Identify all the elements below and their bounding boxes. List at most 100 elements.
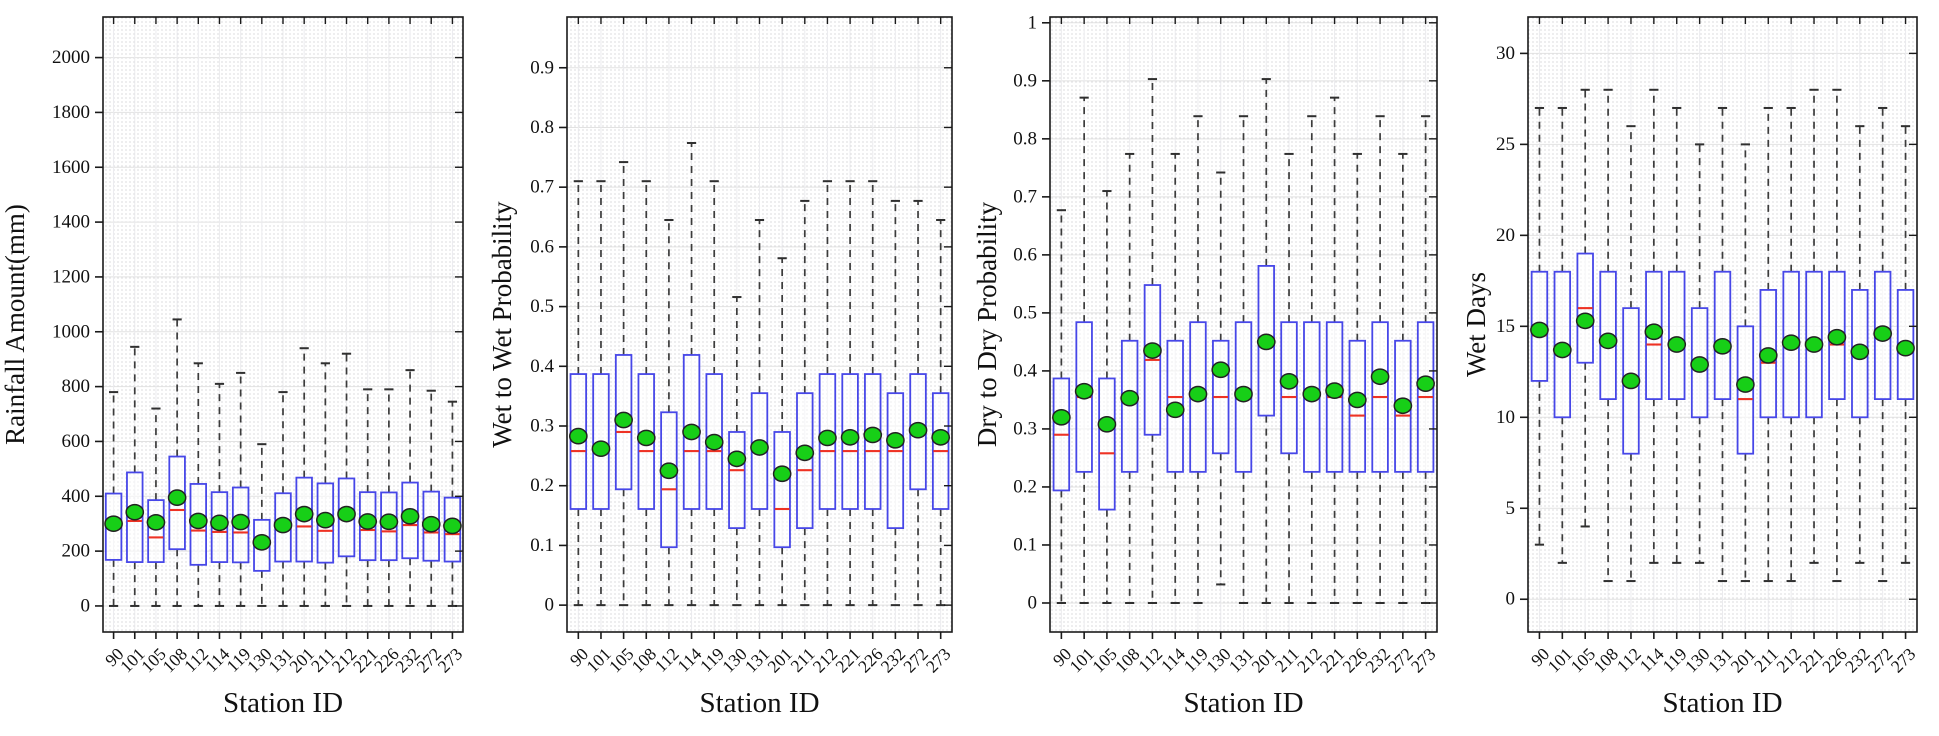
panel-rainfall-amount: 0 200 400 600 800 1000 1200 1400 1600 1800 2000 90 1…: [0, 0, 485, 736]
station-box-130: [252, 443, 272, 607]
iqr-box: [660, 411, 678, 549]
y-axis: 0 0.1 0.2 0.3 0.4 0.5 0.6 0.7 0.8 0.9: [530, 57, 952, 616]
y-tick-label: 0.7: [1013, 186, 1037, 207]
panel-dry-to-dry-probability: 0 0.1 0.2 0.3 0.4 0.5 0.6 0.7 0.8 0.9 1 90 101 105 108…: [970, 0, 1455, 736]
station-box-105: [1575, 88, 1595, 528]
station-box-108: [1120, 152, 1140, 604]
station-box-273: [931, 219, 951, 607]
mean-marker: [1234, 385, 1253, 403]
mean-marker: [400, 507, 420, 525]
mean-marker: [210, 514, 229, 532]
station-box-130: [1211, 171, 1231, 586]
station-box-226: [863, 180, 883, 607]
y-tick-label: 0.5: [1013, 302, 1037, 323]
mean-marker: [1736, 376, 1755, 393]
mean-marker: [1873, 325, 1893, 342]
iqr-box: [773, 431, 791, 549]
iqr-box: [1713, 270, 1732, 401]
x-axis-title: Station ID: [1183, 687, 1303, 719]
y-tick-label: 0.1: [1013, 534, 1037, 555]
iqr-box: [1668, 270, 1686, 401]
mean-marker: [1120, 389, 1140, 407]
iqr-box: [147, 499, 165, 563]
mean-marker: [421, 515, 441, 533]
mean-marker: [1188, 385, 1208, 403]
y-tick-label: 25: [1496, 134, 1515, 155]
box-series: [1052, 78, 1435, 604]
mean-marker: [636, 429, 656, 447]
mean-marker: [273, 516, 293, 534]
y-axis-title: Wet Days: [1461, 272, 1491, 377]
station-box-101: [1552, 106, 1572, 564]
x-tick-label-273: 273: [922, 644, 955, 677]
y-tick-label: 10: [1496, 407, 1515, 428]
station-box-108: [636, 180, 656, 607]
mean-marker: [908, 421, 928, 439]
mean-marker: [316, 511, 335, 529]
station-box-90: [1052, 209, 1071, 604]
mean-marker: [659, 462, 679, 480]
y-tick-label: 0.6: [1013, 244, 1037, 265]
boxplot-svg-4: 0510152025309010110510811211411913013120…: [1461, 16, 1920, 719]
mean-marker: [1621, 372, 1641, 390]
x-axis-title: Station ID: [223, 687, 343, 719]
station-box-130: [727, 296, 747, 607]
mean-marker: [1804, 336, 1824, 353]
station-box-272: [908, 199, 928, 607]
mean-marker: [188, 512, 208, 530]
y-tick-label: 1400: [52, 212, 90, 233]
mean-marker: [863, 426, 883, 444]
station-box-226: [1827, 88, 1847, 583]
mean-marker: [1074, 382, 1094, 400]
station-box-232: [886, 199, 905, 607]
boxplot-svg-1: 0200400600800100012001400160018002000901…: [0, 16, 466, 719]
y-axis-title: Wet to Wet Probability: [487, 201, 517, 448]
station-box-221: [358, 388, 378, 607]
iqr-box: [886, 392, 905, 530]
station-box-119: [704, 180, 724, 607]
y-tick-label: 1800: [52, 102, 90, 123]
mean-marker: [1575, 312, 1595, 330]
station-box-131: [1234, 115, 1253, 604]
y-tick-label: 1000: [52, 321, 90, 342]
station-box-101: [125, 345, 145, 607]
station-box-105: [146, 407, 166, 607]
station-box-232: [1370, 115, 1390, 604]
box-series: [104, 318, 462, 607]
station-box-211: [1279, 152, 1299, 604]
station-box-131: [750, 219, 769, 607]
y-tick-label: 0.8: [1013, 128, 1037, 149]
station-box-226: [1347, 152, 1367, 604]
y-tick-label: 20: [1496, 225, 1515, 246]
y-tick-label: 0.3: [1013, 418, 1037, 439]
mean-marker: [614, 411, 633, 429]
station-box-130: [1690, 143, 1709, 564]
station-box-221: [840, 180, 860, 607]
y-tick-label: 0.1: [530, 535, 554, 556]
mean-marker: [818, 429, 837, 447]
mean-marker: [252, 533, 272, 551]
y-axis-title: Dry to Dry Probability: [972, 201, 1002, 447]
y-tick-label: 0: [81, 595, 91, 616]
mean-marker: [704, 433, 724, 451]
mean-marker: [358, 513, 378, 530]
y-tick-label: 0.3: [530, 416, 554, 437]
y-tick-label: 200: [62, 541, 91, 562]
mean-marker: [1758, 347, 1778, 364]
mean-marker: [1690, 356, 1709, 373]
station-box-232: [1850, 125, 1870, 564]
box-series: [1530, 88, 1915, 583]
station-box-212: [1781, 106, 1801, 583]
mean-marker: [568, 427, 588, 445]
station-box-90: [568, 180, 588, 607]
mean-marker: [1827, 328, 1847, 346]
mean-marker: [1165, 401, 1185, 419]
station-box-112: [188, 362, 208, 607]
station-box-211: [1758, 106, 1778, 583]
mean-marker: [1347, 391, 1367, 409]
mean-marker: [1598, 332, 1618, 350]
y-tick-label: 800: [62, 376, 91, 397]
station-box-201: [1736, 143, 1755, 583]
station-box-108: [167, 318, 187, 607]
